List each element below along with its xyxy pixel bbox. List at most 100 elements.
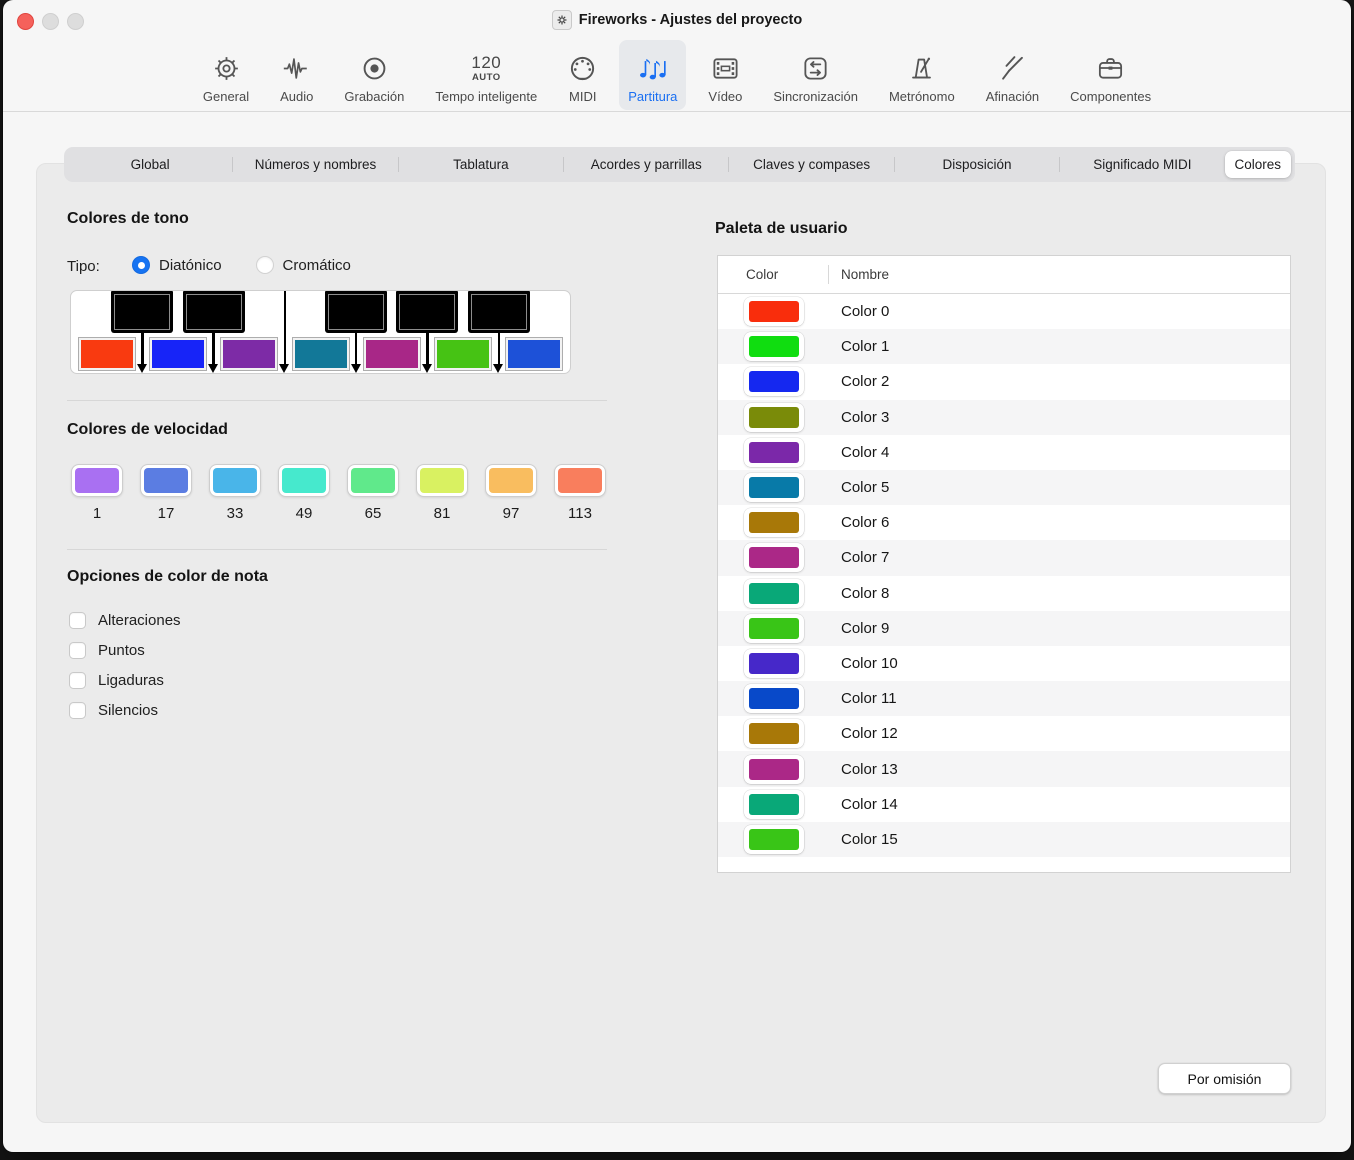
toolbar-item-afinaci-n[interactable]: Afinación bbox=[977, 40, 1048, 110]
palette-color-swatch[interactable] bbox=[744, 719, 804, 749]
palette-row[interactable]: Color 8 bbox=[718, 576, 1290, 611]
black-key[interactable] bbox=[111, 291, 174, 333]
tab-global[interactable]: Global bbox=[130, 157, 170, 172]
toolbar-item-sincronizaci-n[interactable]: Sincronización bbox=[764, 40, 867, 110]
velocity-color-swatch[interactable] bbox=[554, 464, 606, 497]
palette-color-swatch[interactable] bbox=[744, 789, 804, 819]
velocity-color-swatch[interactable] bbox=[278, 464, 330, 497]
white-key-color-swatch[interactable] bbox=[77, 337, 136, 371]
toolbar-item-audio[interactable]: Audio bbox=[271, 40, 322, 110]
checkbox-row-puntos[interactable]: Puntos bbox=[69, 642, 181, 659]
palette-row[interactable]: Color 1 bbox=[718, 329, 1290, 365]
palette-color-name: Color 2 bbox=[841, 373, 890, 391]
tone-type-radio-group: Diatónico Cromático bbox=[132, 256, 351, 274]
palette-color-swatch[interactable] bbox=[744, 754, 804, 784]
palette-row[interactable]: Color 12 bbox=[718, 716, 1290, 751]
velocity-color-swatch[interactable] bbox=[71, 464, 123, 497]
radio-label: Diatónico bbox=[159, 256, 222, 274]
toolbar-item-tempo-inteligente[interactable]: 120 AUTO Tempo inteligente bbox=[426, 40, 546, 110]
black-key[interactable] bbox=[325, 291, 388, 333]
toolbar-item-grabaci-n[interactable]: Grabación bbox=[335, 40, 413, 110]
black-key[interactable] bbox=[182, 291, 245, 333]
toolbar-item-metr-nomo[interactable]: Metrónomo bbox=[880, 40, 964, 110]
palette-row[interactable]: Color 13 bbox=[718, 751, 1290, 787]
palette-color-swatch[interactable] bbox=[744, 367, 804, 397]
velocity-value-label: 1 bbox=[92, 505, 102, 522]
radio-crom-tico[interactable]: Cromático bbox=[255, 256, 351, 274]
palette-color-fill bbox=[749, 406, 799, 428]
velocity-color-swatch[interactable] bbox=[140, 464, 192, 497]
tab-divider bbox=[232, 157, 234, 172]
velocity-color-fill bbox=[558, 468, 602, 493]
palette-color-swatch[interactable] bbox=[744, 508, 804, 538]
checkbox-row-ligaduras[interactable]: Ligaduras bbox=[69, 672, 181, 689]
palette-color-swatch[interactable] bbox=[744, 613, 804, 643]
record-icon bbox=[360, 50, 389, 87]
checkbox[interactable] bbox=[69, 702, 86, 719]
palette-row[interactable]: Color 6 bbox=[718, 505, 1290, 540]
toolbar-item-midi[interactable]: MIDI bbox=[559, 40, 606, 110]
toolbar-item-label: General bbox=[202, 89, 250, 104]
palette-color-fill bbox=[749, 547, 799, 569]
palette-color-swatch[interactable] bbox=[744, 332, 804, 362]
velocity-color-swatch[interactable] bbox=[209, 464, 261, 497]
palette-color-fill bbox=[749, 652, 799, 674]
palette-row[interactable]: Color 7 bbox=[718, 540, 1290, 576]
tab-acordes-y-parrillas[interactable]: Acordes y parrillas bbox=[590, 157, 702, 172]
tab-significado-midi[interactable]: Significado MIDI bbox=[1093, 157, 1192, 172]
velocity-color-swatch[interactable] bbox=[416, 464, 468, 497]
palette-row[interactable]: Color 2 bbox=[718, 364, 1290, 399]
tab-n-meros-y-nombres[interactable]: Números y nombres bbox=[254, 157, 377, 172]
palette-row[interactable]: Color 10 bbox=[718, 646, 1290, 681]
white-key-color-swatch[interactable] bbox=[505, 337, 564, 371]
black-key[interactable] bbox=[396, 291, 459, 333]
palette-color-fill bbox=[749, 336, 799, 358]
velocity-color-swatch[interactable] bbox=[347, 464, 399, 497]
palette-color-swatch[interactable] bbox=[744, 578, 804, 608]
tab-colores[interactable]: Colores bbox=[1224, 151, 1292, 178]
toolbar-item-componentes[interactable]: Componentes bbox=[1061, 40, 1160, 110]
tab-tablatura[interactable]: Tablatura bbox=[453, 157, 509, 172]
tab-disposici-n[interactable]: Disposición bbox=[942, 157, 1012, 172]
white-key-color-swatch[interactable] bbox=[291, 337, 350, 371]
palette-color-swatch[interactable] bbox=[744, 648, 804, 678]
toolbar-item-v-deo[interactable]: Vídeo bbox=[699, 40, 751, 110]
white-key-color-swatch[interactable] bbox=[434, 337, 493, 371]
palette-color-swatch[interactable] bbox=[744, 473, 804, 503]
velocity-swatch-cell: 33 bbox=[209, 464, 261, 522]
checkbox[interactable] bbox=[69, 672, 86, 689]
tab-claves-y-compases[interactable]: Claves y compases bbox=[753, 157, 871, 172]
toolbar-item-partitura[interactable]: Partitura bbox=[619, 40, 687, 110]
palette-color-swatch[interactable] bbox=[744, 684, 804, 714]
key-separator-point bbox=[350, 364, 361, 373]
checkbox-row-alteraciones[interactable]: Alteraciones bbox=[69, 612, 181, 629]
checkbox[interactable] bbox=[69, 612, 86, 629]
palette-color-swatch[interactable] bbox=[744, 402, 804, 432]
checkbox-row-silencios[interactable]: Silencios bbox=[69, 702, 181, 719]
palette-row[interactable]: Color 11 bbox=[718, 681, 1290, 717]
white-key-color-swatch[interactable] bbox=[220, 337, 279, 371]
palette-row[interactable]: Color 0 bbox=[718, 294, 1290, 329]
palette-row[interactable]: Color 3 bbox=[718, 399, 1290, 435]
radio-diat-nico[interactable]: Diatónico bbox=[132, 256, 222, 274]
white-key-color-swatch[interactable] bbox=[148, 337, 207, 371]
default-button[interactable]: Por omisión bbox=[1158, 1063, 1291, 1094]
palette-row[interactable]: Color 9 bbox=[718, 610, 1290, 646]
palette-color-swatch[interactable] bbox=[744, 824, 804, 854]
palette-row[interactable]: Color 15 bbox=[718, 821, 1290, 857]
palette-row[interactable]: Color 4 bbox=[718, 435, 1290, 470]
minimize-button[interactable] bbox=[42, 13, 59, 30]
palette-color-swatch[interactable] bbox=[744, 297, 804, 327]
palette-color-swatch[interactable] bbox=[744, 437, 804, 467]
velocity-color-swatch[interactable] bbox=[485, 464, 537, 497]
palette-row[interactable]: Color 5 bbox=[718, 469, 1290, 506]
close-button[interactable] bbox=[17, 13, 34, 30]
toolbar-item-general[interactable]: General bbox=[194, 40, 258, 110]
black-key[interactable] bbox=[467, 291, 530, 333]
white-key-color-swatch[interactable] bbox=[362, 337, 421, 371]
checkbox[interactable] bbox=[69, 642, 86, 659]
zoom-button[interactable] bbox=[67, 13, 84, 30]
palette-color-swatch[interactable] bbox=[744, 543, 804, 573]
velocity-color-fill bbox=[213, 468, 257, 493]
palette-row[interactable]: Color 14 bbox=[718, 787, 1290, 822]
